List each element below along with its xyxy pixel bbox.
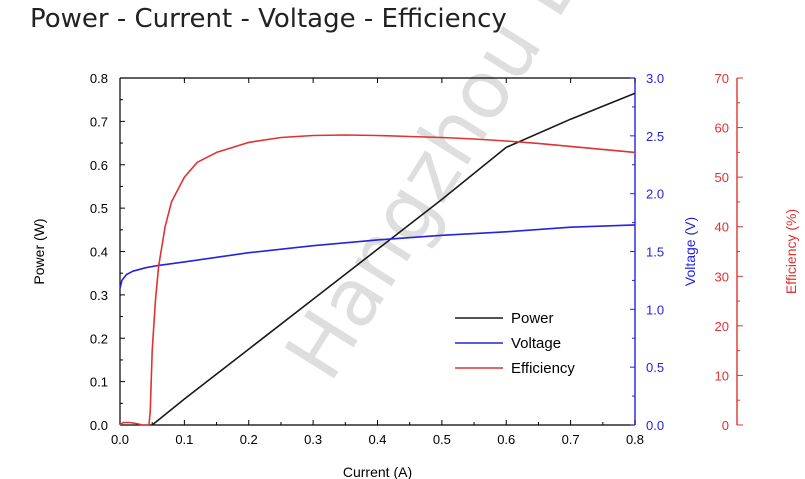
y-voltage-tick-label: 1.0 bbox=[646, 302, 664, 317]
x-tick-label: 0.8 bbox=[626, 432, 644, 447]
legend-label-voltage: Voltage bbox=[511, 335, 561, 352]
y-efficiency-tick-label: 70 bbox=[715, 71, 729, 86]
y-left-tick-label: 0.4 bbox=[90, 245, 108, 260]
x-tick-label: 0.2 bbox=[240, 432, 258, 447]
y-efficiency-tick-label: 50 bbox=[715, 170, 729, 185]
watermark-text: Hangzhou Bra bbox=[267, 0, 645, 395]
y-left-tick-label: 0.8 bbox=[90, 71, 108, 86]
y-efficiency-tick-label: 10 bbox=[715, 368, 729, 383]
chart-title: Power - Current - Voltage - Efficiency bbox=[30, 4, 507, 34]
y-left-axis-label: Power (W) bbox=[31, 218, 47, 284]
x-tick-label: 0.0 bbox=[111, 432, 129, 447]
y-efficiency-tick-label: 20 bbox=[715, 319, 729, 334]
y-efficiency-tick-label: 0 bbox=[722, 418, 729, 433]
x-tick-label: 0.1 bbox=[175, 432, 193, 447]
y-voltage-tick-label: 3.0 bbox=[646, 71, 664, 86]
x-tick-label: 0.6 bbox=[497, 432, 515, 447]
x-axis-label: Current (A) bbox=[343, 464, 412, 479]
x-tick-label: 0.3 bbox=[304, 432, 322, 447]
series-line-voltage bbox=[119, 224, 636, 289]
y-efficiency-tick-label: 30 bbox=[715, 269, 729, 284]
y-voltage-axis-label: Voltage (V) bbox=[682, 217, 698, 286]
watermark: Hangzhou Bra bbox=[267, 0, 645, 395]
x-tick-label: 0.4 bbox=[368, 432, 386, 447]
y-voltage-tick-label: 2.0 bbox=[646, 187, 664, 202]
y-efficiency-axis-label: Efficiency (%) bbox=[783, 209, 799, 294]
legend: Power Voltage Efficiency bbox=[455, 310, 575, 377]
y-left-tick-label: 0.0 bbox=[90, 418, 108, 433]
y-voltage-tick-label: 1.5 bbox=[646, 245, 664, 260]
y-left-tick-label: 0.7 bbox=[90, 114, 108, 129]
y-left-tick-label: 0.5 bbox=[90, 201, 108, 216]
legend-label-power: Power bbox=[511, 310, 554, 327]
y-voltage-tick-label: 0.0 bbox=[646, 418, 664, 433]
series-line-power bbox=[151, 92, 636, 426]
x-tick-label: 0.5 bbox=[433, 432, 451, 447]
y-left-tick-label: 0.2 bbox=[90, 331, 108, 346]
x-tick-label: 0.7 bbox=[562, 432, 580, 447]
y-voltage-tick-label: 2.5 bbox=[646, 129, 664, 144]
legend-label-efficiency: Efficiency bbox=[511, 360, 575, 377]
y-efficiency-tick-label: 60 bbox=[715, 121, 729, 136]
series-group bbox=[119, 92, 636, 426]
axes: 0.0 0.1 0.2 0.3 0.4 0.5 0.6 0.7 0.8 Current (A) 0.… bbox=[31, 71, 799, 479]
y-left-tick-label: 0.1 bbox=[90, 375, 108, 390]
series-line-efficiency bbox=[119, 134, 636, 426]
y-left-tick-label: 0.3 bbox=[90, 288, 108, 303]
y-voltage-tick-label: 0.5 bbox=[646, 360, 664, 375]
y-efficiency-tick-label: 40 bbox=[715, 220, 729, 235]
y-left-tick-label: 0.6 bbox=[90, 158, 108, 173]
